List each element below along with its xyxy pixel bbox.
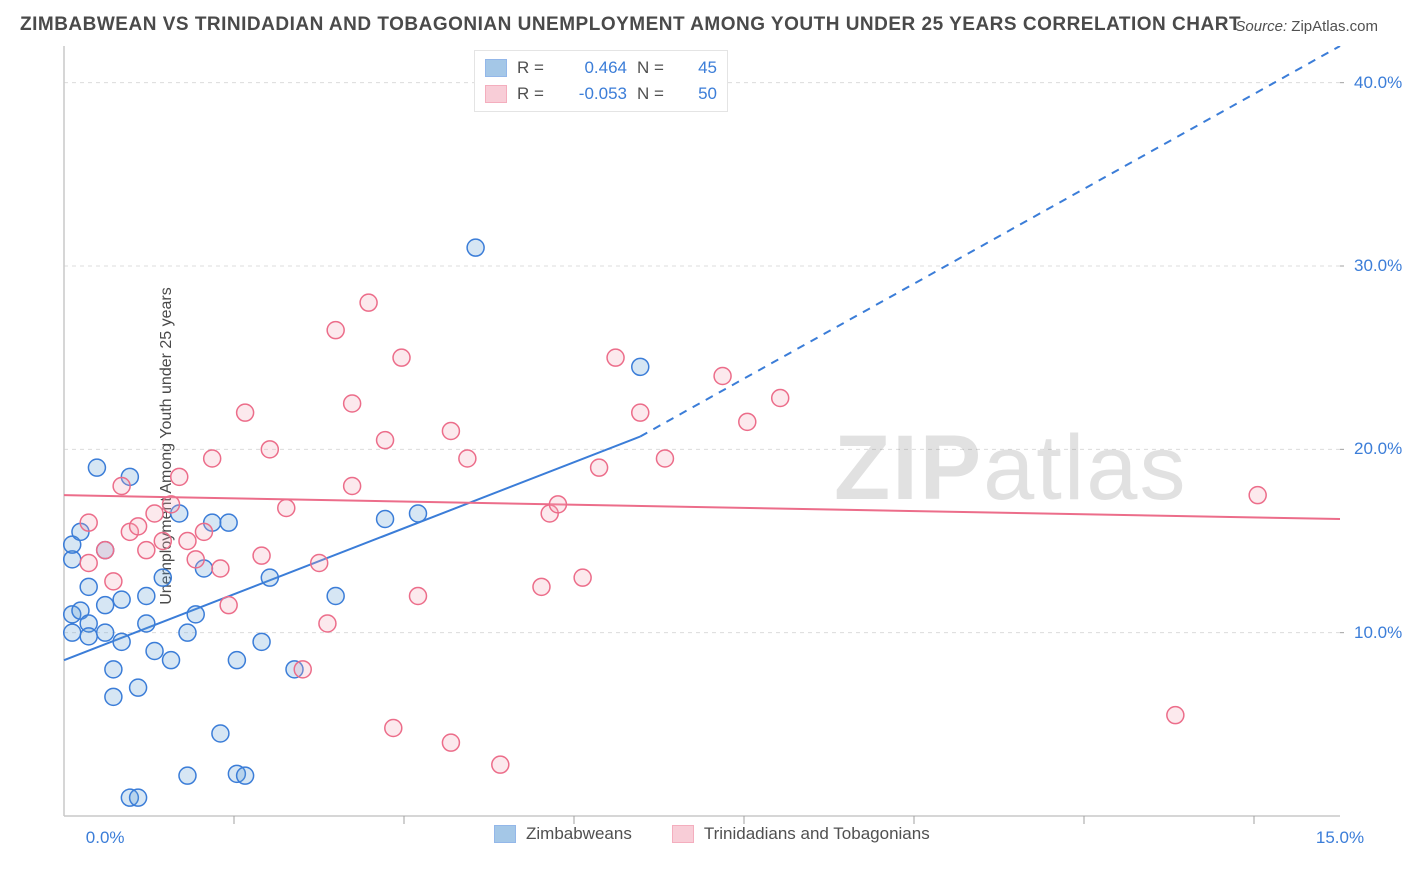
y-tick-label: 10.0% xyxy=(1354,623,1402,643)
series-name: Trinidadians and Tobagonians xyxy=(704,824,930,844)
legend-swatch xyxy=(485,85,507,103)
legend-swatch xyxy=(672,825,694,843)
series-legend-item: Trinidadians and Tobagonians xyxy=(672,824,930,844)
legend-r-label: R = xyxy=(517,58,547,78)
y-tick-label: 40.0% xyxy=(1354,73,1402,93)
chart-title: ZIMBABWEAN VS TRINIDADIAN AND TOBAGONIAN… xyxy=(20,14,1241,36)
scatter-plot-svg xyxy=(54,46,1344,838)
x-tick-label: 0.0% xyxy=(86,828,125,848)
source-label: Source: xyxy=(1235,18,1287,35)
legend-n-label: N = xyxy=(637,58,667,78)
legend-r-label: R = xyxy=(517,84,547,104)
series-legend-item: Zimbabweans xyxy=(494,824,632,844)
legend-row: R = -0.053 N = 50 xyxy=(485,81,717,107)
legend-r-value: 0.464 xyxy=(557,58,627,78)
legend-n-value: 45 xyxy=(677,58,717,78)
legend-n-value: 50 xyxy=(677,84,717,104)
source-value: ZipAtlas.com xyxy=(1291,18,1378,35)
legend-row: R = 0.464 N = 45 xyxy=(485,55,717,81)
series-name: Zimbabweans xyxy=(526,824,632,844)
legend-n-label: N = xyxy=(637,84,667,104)
legend-swatch xyxy=(485,59,507,77)
source-attribution: Source: ZipAtlas.com xyxy=(1235,18,1378,35)
correlation-legend: R = 0.464 N = 45 R = -0.053 N = 50 xyxy=(474,50,728,112)
chart-area: ZIPatlas R =0.464N =45R =-0.053N =50 Zim… xyxy=(54,46,1384,846)
y-tick-label: 30.0% xyxy=(1354,256,1402,276)
legend-swatch xyxy=(494,825,516,843)
x-tick-label: 15.0% xyxy=(1316,828,1364,848)
legend-r-value: -0.053 xyxy=(557,84,627,104)
y-tick-label: 20.0% xyxy=(1354,439,1402,459)
series-legend: Zimbabweans Trinidadians and Tobagonians xyxy=(494,824,930,844)
